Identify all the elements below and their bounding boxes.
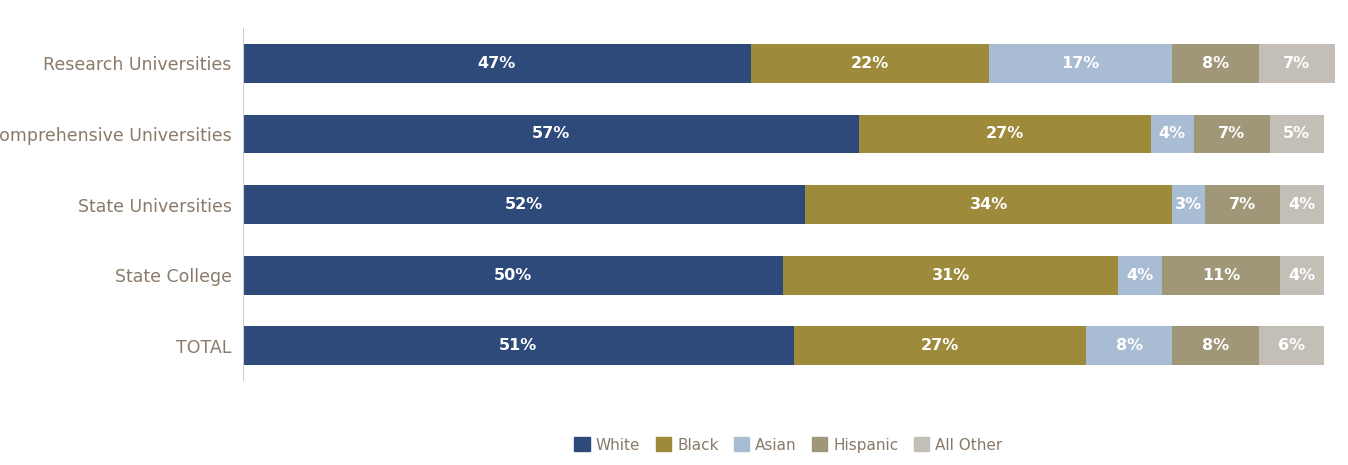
Text: 22%: 22% [851, 56, 888, 71]
Bar [243, 114, 859, 153]
Bar [243, 256, 783, 295]
Text: 47%: 47% [477, 56, 516, 71]
Bar [1194, 114, 1270, 153]
Bar [1086, 326, 1173, 365]
Text: 4%: 4% [1289, 197, 1316, 212]
Text: 4%: 4% [1159, 126, 1186, 141]
Text: 34%: 34% [969, 197, 1008, 212]
Text: 17%: 17% [1061, 56, 1100, 71]
Bar [1173, 44, 1259, 83]
Bar [1151, 114, 1194, 153]
Bar [1281, 256, 1324, 295]
Bar [794, 326, 1086, 365]
Bar [1281, 185, 1324, 224]
Text: 3%: 3% [1175, 197, 1202, 212]
Bar [783, 256, 1119, 295]
Bar [1259, 326, 1324, 365]
Bar [243, 44, 751, 83]
Text: 7%: 7% [1219, 126, 1246, 141]
Text: 6%: 6% [1278, 339, 1305, 353]
Text: 5%: 5% [1283, 126, 1310, 141]
Text: 51%: 51% [499, 339, 538, 353]
Text: 57%: 57% [531, 126, 570, 141]
Text: 7%: 7% [1283, 56, 1310, 71]
Bar [1173, 185, 1205, 224]
Bar [1205, 185, 1281, 224]
Bar [805, 185, 1173, 224]
Bar [243, 326, 794, 365]
Text: 27%: 27% [921, 339, 958, 353]
Bar [1259, 44, 1335, 83]
Text: 8%: 8% [1116, 339, 1143, 353]
Bar [1119, 256, 1162, 295]
Text: 52%: 52% [504, 197, 543, 212]
Text: 50%: 50% [493, 268, 532, 283]
Text: 8%: 8% [1202, 56, 1229, 71]
Text: 4%: 4% [1289, 268, 1316, 283]
Bar [751, 44, 988, 83]
Bar [1162, 256, 1281, 295]
Bar [1173, 326, 1259, 365]
Text: 31%: 31% [931, 268, 969, 283]
Text: 11%: 11% [1202, 268, 1240, 283]
Text: 8%: 8% [1202, 339, 1229, 353]
Bar [243, 185, 805, 224]
Bar [988, 44, 1173, 83]
Bar [859, 114, 1151, 153]
Legend: White, Black, Asian, Hispanic, All Other: White, Black, Asian, Hispanic, All Other [569, 432, 1008, 458]
Text: 7%: 7% [1229, 197, 1256, 212]
Text: 4%: 4% [1127, 268, 1154, 283]
Bar [1270, 114, 1324, 153]
Text: 27%: 27% [985, 126, 1024, 141]
